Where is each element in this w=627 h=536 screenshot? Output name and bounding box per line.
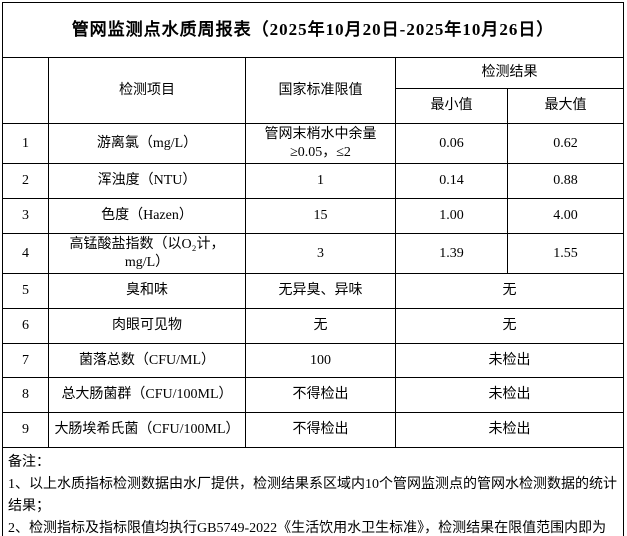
table-row: 9 大肠埃希氏菌（CFU/100ML） 不得检出 未检出 <box>2 412 625 448</box>
table-row: 8 总大肠菌群（CFU/100ML） 不得检出 未检出 <box>2 377 625 413</box>
item-name: 总大肠菌群（CFU/100ML） <box>48 377 246 413</box>
notes-row: 备注： 1、以上水质指标检测数据由水厂提供，检测结果系区域内10个管网监测点的管… <box>1 447 625 536</box>
limit-value: 100 <box>245 343 396 378</box>
item-name: 肉眼可见物 <box>48 308 246 344</box>
min-value: 0.14 <box>395 163 508 199</box>
notes-label: 备注： <box>8 455 50 470</box>
limit-value: 15 <box>245 198 396 234</box>
item-name: 色度（Hazen） <box>48 198 246 234</box>
result-value: 未检出 <box>394 377 625 413</box>
limit-value: 无 <box>245 308 396 344</box>
limit-value: 无异臭、异味 <box>245 273 396 309</box>
item-name: 游离氯（mg/L） <box>48 123 246 164</box>
min-value: 0.06 <box>395 123 508 164</box>
item-name: 高锰酸盐指数（以O₂计，mg/L） <box>48 233 246 274</box>
max-value: 0.88 <box>506 163 625 199</box>
row-number: 6 <box>2 308 49 344</box>
item-name: 浑浊度（NTU） <box>48 163 246 199</box>
table-row: 4 高锰酸盐指数（以O₂计，mg/L） 3 1.39 1.55 <box>2 233 625 274</box>
col-header-item: 检测项目 <box>48 57 246 124</box>
page-title: 管网监测点水质周报表（2025年10月20日-2025年10月26日） <box>1 2 625 58</box>
row-number: 5 <box>2 273 49 309</box>
title-row: 管网监测点水质周报表（2025年10月20日-2025年10月26日） <box>1 2 625 58</box>
result-value: 未检出 <box>394 343 625 378</box>
table-row: 2 浑浊度（NTU） 1 0.14 0.88 <box>2 163 625 199</box>
min-value: 1.00 <box>395 198 508 234</box>
header-row-top: 检测项目 国家标准限值 检测结果 <box>2 57 625 124</box>
header-row-sub: 最小值 最大值 <box>3 88 625 124</box>
row-number: 9 <box>2 412 49 448</box>
limit-value: 不得检出 <box>245 377 396 413</box>
row-number: 1 <box>2 123 49 164</box>
col-header-result: 检测结果 <box>394 57 625 89</box>
min-value: 1.39 <box>395 233 508 274</box>
row-number: 2 <box>2 163 49 199</box>
item-name: 菌落总数（CFU/ML） <box>48 343 246 378</box>
limit-value: 不得检出 <box>245 412 396 448</box>
notes-cell: 备注： 1、以上水质指标检测数据由水厂提供，检测结果系区域内10个管网监测点的管… <box>1 447 625 536</box>
item-name: 大肠埃希氏菌（CFU/100ML） <box>48 412 246 448</box>
limit-value: 管网末梢水中余量≥0.05，≤2 <box>245 123 396 164</box>
note-2: 2、检测指标及指标限值均执行GB5749-2022《生活饮用水卫生标准》，检测结… <box>8 521 607 536</box>
col-header-min: 最小值 <box>395 88 508 124</box>
col-header-index <box>2 57 49 124</box>
table-row: 5 臭和味 无异臭、异味 无 <box>2 273 625 309</box>
result-value: 无 <box>394 273 625 309</box>
row-number: 4 <box>2 233 49 274</box>
limit-value: 1 <box>245 163 396 199</box>
note-1: 1、以上水质指标检测数据由水厂提供，检测结果系区域内10个管网监测点的管网水检测… <box>8 477 617 514</box>
row-number: 7 <box>2 343 49 378</box>
table-row: 7 菌落总数（CFU/ML） 100 未检出 <box>2 343 625 378</box>
result-value: 无 <box>394 308 625 344</box>
row-number: 3 <box>2 198 49 234</box>
table-row: 6 肉眼可见物 无 无 <box>2 308 625 344</box>
row-number: 8 <box>2 377 49 413</box>
max-value: 1.55 <box>506 233 625 274</box>
limit-value: 3 <box>245 233 396 274</box>
col-header-limit: 国家标准限值 <box>245 57 396 124</box>
table-row: 1 游离氯（mg/L） 管网末梢水中余量≥0.05，≤2 0.06 0.62 <box>2 123 625 164</box>
item-name: 臭和味 <box>48 273 246 309</box>
max-value: 0.62 <box>506 123 625 164</box>
table-row: 3 色度（Hazen） 15 1.00 4.00 <box>2 198 625 234</box>
result-value: 未检出 <box>394 412 625 448</box>
max-value: 4.00 <box>506 198 625 234</box>
col-header-max: 最大值 <box>506 88 625 124</box>
